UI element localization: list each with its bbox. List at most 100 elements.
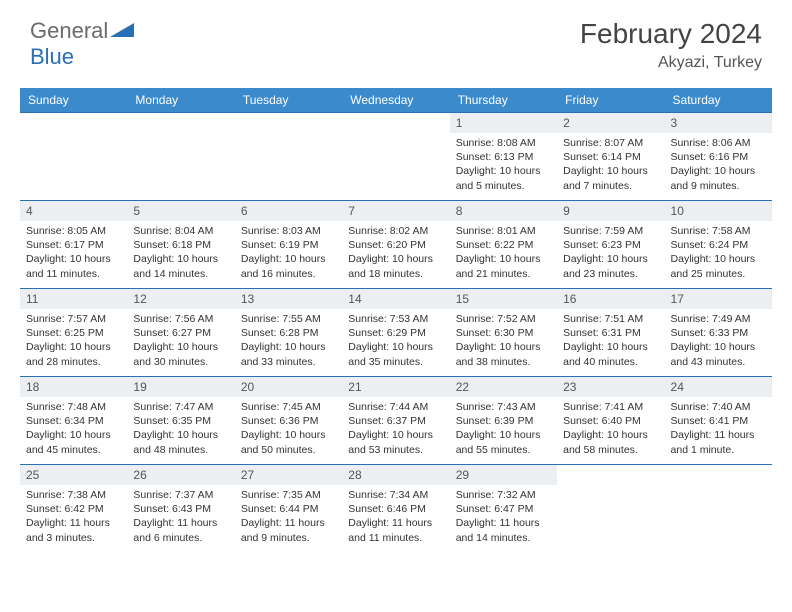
calendar-cell: 5Sunrise: 8:04 AMSunset: 6:18 PMDaylight…	[127, 201, 234, 289]
calendar-cell: 20Sunrise: 7:45 AMSunset: 6:36 PMDayligh…	[235, 377, 342, 465]
calendar-cell: 8Sunrise: 8:01 AMSunset: 6:22 PMDaylight…	[450, 201, 557, 289]
calendar-cell: 13Sunrise: 7:55 AMSunset: 6:28 PMDayligh…	[235, 289, 342, 377]
calendar-cell	[665, 465, 772, 553]
day-data: Sunrise: 8:07 AMSunset: 6:14 PMDaylight:…	[557, 133, 664, 196]
day-number: 22	[450, 377, 557, 397]
day-data: Sunrise: 7:55 AMSunset: 6:28 PMDaylight:…	[235, 309, 342, 372]
calendar-cell: 12Sunrise: 7:56 AMSunset: 6:27 PMDayligh…	[127, 289, 234, 377]
logo-text-blue: Blue	[30, 44, 74, 69]
calendar-cell	[557, 465, 664, 553]
day-data: Sunrise: 7:45 AMSunset: 6:36 PMDaylight:…	[235, 397, 342, 460]
day-data: Sunrise: 7:34 AMSunset: 6:46 PMDaylight:…	[342, 485, 449, 548]
calendar-cell	[127, 113, 234, 201]
day-number: 16	[557, 289, 664, 309]
day-data: Sunrise: 7:57 AMSunset: 6:25 PMDaylight:…	[20, 309, 127, 372]
calendar-cell: 29Sunrise: 7:32 AMSunset: 6:47 PMDayligh…	[450, 465, 557, 553]
calendar-cell: 19Sunrise: 7:47 AMSunset: 6:35 PMDayligh…	[127, 377, 234, 465]
day-data: Sunrise: 8:05 AMSunset: 6:17 PMDaylight:…	[20, 221, 127, 284]
day-number: 17	[665, 289, 772, 309]
calendar-cell: 16Sunrise: 7:51 AMSunset: 6:31 PMDayligh…	[557, 289, 664, 377]
day-number: 20	[235, 377, 342, 397]
day-number: 1	[450, 113, 557, 133]
day-number: 25	[20, 465, 127, 485]
day-number: 10	[665, 201, 772, 221]
day-data: Sunrise: 8:04 AMSunset: 6:18 PMDaylight:…	[127, 221, 234, 284]
calendar-cell: 10Sunrise: 7:58 AMSunset: 6:24 PMDayligh…	[665, 201, 772, 289]
day-number: 29	[450, 465, 557, 485]
day-data: Sunrise: 8:06 AMSunset: 6:16 PMDaylight:…	[665, 133, 772, 196]
day-number: 18	[20, 377, 127, 397]
day-data: Sunrise: 7:40 AMSunset: 6:41 PMDaylight:…	[665, 397, 772, 460]
day-data: Sunrise: 8:02 AMSunset: 6:20 PMDaylight:…	[342, 221, 449, 284]
calendar-cell: 27Sunrise: 7:35 AMSunset: 6:44 PMDayligh…	[235, 465, 342, 553]
day-data: Sunrise: 7:47 AMSunset: 6:35 PMDaylight:…	[127, 397, 234, 460]
calendar-cell	[342, 113, 449, 201]
calendar-cell: 24Sunrise: 7:40 AMSunset: 6:41 PMDayligh…	[665, 377, 772, 465]
calendar-cell: 11Sunrise: 7:57 AMSunset: 6:25 PMDayligh…	[20, 289, 127, 377]
calendar-cell: 18Sunrise: 7:48 AMSunset: 6:34 PMDayligh…	[20, 377, 127, 465]
calendar-table: SundayMondayTuesdayWednesdayThursdayFrid…	[20, 88, 772, 553]
day-data: Sunrise: 7:32 AMSunset: 6:47 PMDaylight:…	[450, 485, 557, 548]
day-number: 15	[450, 289, 557, 309]
day-data: Sunrise: 7:38 AMSunset: 6:42 PMDaylight:…	[20, 485, 127, 548]
calendar-week-row: 18Sunrise: 7:48 AMSunset: 6:34 PMDayligh…	[20, 377, 772, 465]
day-number: 6	[235, 201, 342, 221]
day-data: Sunrise: 8:03 AMSunset: 6:19 PMDaylight:…	[235, 221, 342, 284]
day-number: 19	[127, 377, 234, 397]
day-number: 12	[127, 289, 234, 309]
day-data: Sunrise: 7:44 AMSunset: 6:37 PMDaylight:…	[342, 397, 449, 460]
calendar-cell: 6Sunrise: 8:03 AMSunset: 6:19 PMDaylight…	[235, 201, 342, 289]
page-subtitle: Akyazi, Turkey	[580, 54, 762, 72]
title-block: February 2024 Akyazi, Turkey	[580, 18, 762, 72]
day-data: Sunrise: 7:43 AMSunset: 6:39 PMDaylight:…	[450, 397, 557, 460]
weekday-header: Tuesday	[235, 88, 342, 113]
day-number: 4	[20, 201, 127, 221]
weekday-header: Thursday	[450, 88, 557, 113]
calendar-cell	[235, 113, 342, 201]
day-number: 3	[665, 113, 772, 133]
calendar-body: 1Sunrise: 8:08 AMSunset: 6:13 PMDaylight…	[20, 113, 772, 553]
weekday-header: Saturday	[665, 88, 772, 113]
day-number: 8	[450, 201, 557, 221]
calendar-week-row: 11Sunrise: 7:57 AMSunset: 6:25 PMDayligh…	[20, 289, 772, 377]
weekday-header: Sunday	[20, 88, 127, 113]
logo: General	[30, 18, 136, 44]
logo-line2: Blue	[30, 44, 74, 70]
calendar-cell: 26Sunrise: 7:37 AMSunset: 6:43 PMDayligh…	[127, 465, 234, 553]
calendar-cell: 9Sunrise: 7:59 AMSunset: 6:23 PMDaylight…	[557, 201, 664, 289]
weekday-header: Monday	[127, 88, 234, 113]
day-data: Sunrise: 7:37 AMSunset: 6:43 PMDaylight:…	[127, 485, 234, 548]
day-number: 14	[342, 289, 449, 309]
calendar-week-row: 25Sunrise: 7:38 AMSunset: 6:42 PMDayligh…	[20, 465, 772, 553]
day-number: 7	[342, 201, 449, 221]
calendar-cell	[20, 113, 127, 201]
day-data: Sunrise: 7:48 AMSunset: 6:34 PMDaylight:…	[20, 397, 127, 460]
calendar-week-row: 1Sunrise: 8:08 AMSunset: 6:13 PMDaylight…	[20, 113, 772, 201]
calendar-cell: 25Sunrise: 7:38 AMSunset: 6:42 PMDayligh…	[20, 465, 127, 553]
day-data: Sunrise: 7:35 AMSunset: 6:44 PMDaylight:…	[235, 485, 342, 548]
day-number: 9	[557, 201, 664, 221]
weekday-header: Wednesday	[342, 88, 449, 113]
calendar-cell: 2Sunrise: 8:07 AMSunset: 6:14 PMDaylight…	[557, 113, 664, 201]
header: General February 2024 Akyazi, Turkey	[0, 0, 792, 80]
day-data: Sunrise: 7:52 AMSunset: 6:30 PMDaylight:…	[450, 309, 557, 372]
day-data: Sunrise: 7:53 AMSunset: 6:29 PMDaylight:…	[342, 309, 449, 372]
page-title: February 2024	[580, 18, 762, 50]
day-data: Sunrise: 7:41 AMSunset: 6:40 PMDaylight:…	[557, 397, 664, 460]
logo-text-general: General	[30, 18, 108, 44]
day-number: 2	[557, 113, 664, 133]
calendar-week-row: 4Sunrise: 8:05 AMSunset: 6:17 PMDaylight…	[20, 201, 772, 289]
logo-triangle-icon	[110, 21, 136, 44]
weekday-header: Friday	[557, 88, 664, 113]
day-data: Sunrise: 7:56 AMSunset: 6:27 PMDaylight:…	[127, 309, 234, 372]
day-number: 28	[342, 465, 449, 485]
day-number: 24	[665, 377, 772, 397]
day-number: 21	[342, 377, 449, 397]
day-number: 27	[235, 465, 342, 485]
day-number: 5	[127, 201, 234, 221]
calendar-cell: 23Sunrise: 7:41 AMSunset: 6:40 PMDayligh…	[557, 377, 664, 465]
calendar-cell: 21Sunrise: 7:44 AMSunset: 6:37 PMDayligh…	[342, 377, 449, 465]
calendar-cell: 4Sunrise: 8:05 AMSunset: 6:17 PMDaylight…	[20, 201, 127, 289]
day-number: 23	[557, 377, 664, 397]
day-data: Sunrise: 8:01 AMSunset: 6:22 PMDaylight:…	[450, 221, 557, 284]
